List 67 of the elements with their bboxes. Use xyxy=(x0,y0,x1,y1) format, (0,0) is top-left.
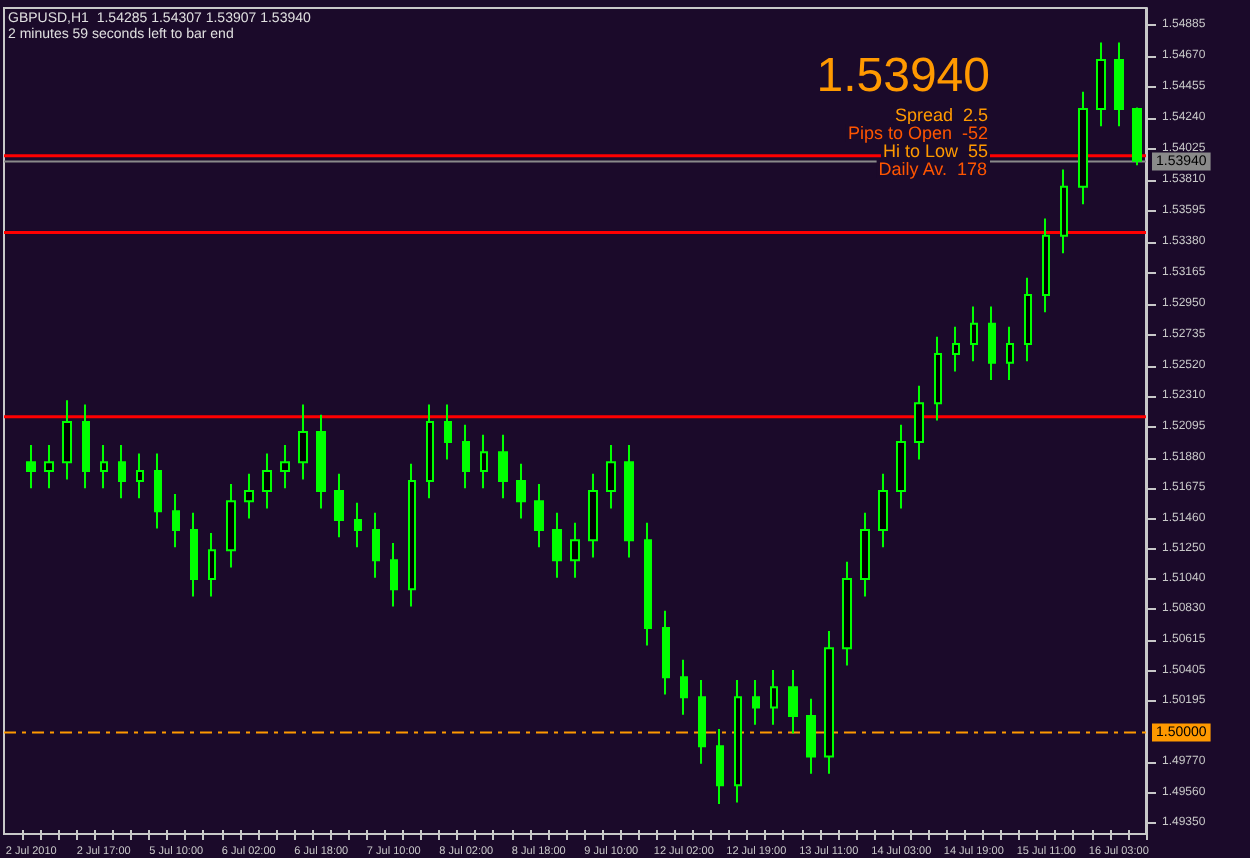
candlestick xyxy=(498,433,508,500)
candlestick xyxy=(190,511,198,598)
candlestick xyxy=(82,403,90,490)
candlestick xyxy=(226,482,236,569)
candlestick xyxy=(552,511,562,579)
candlestick xyxy=(280,443,290,490)
candlestick xyxy=(208,531,216,598)
annotation: Daily Av. 178 xyxy=(878,159,988,179)
candlestick xyxy=(426,403,434,500)
candlestick xyxy=(100,443,108,490)
candlestick xyxy=(624,443,634,559)
candlestick xyxy=(716,728,724,806)
candlestick xyxy=(62,399,72,481)
candlestick xyxy=(118,443,126,500)
candlestick xyxy=(734,679,742,804)
candlestick xyxy=(770,668,778,726)
candlestick xyxy=(1024,276,1032,363)
candlestick xyxy=(970,305,978,363)
candlestick xyxy=(298,403,308,481)
annotation: Hi to Low 55 xyxy=(882,141,989,161)
candlestick xyxy=(154,452,162,530)
candlestick xyxy=(842,560,852,667)
candlestick xyxy=(136,452,144,500)
candlestick xyxy=(1132,106,1142,167)
candlestick xyxy=(44,443,54,490)
candlestick xyxy=(588,472,598,559)
candlestick xyxy=(172,492,180,549)
candlestick xyxy=(788,668,798,735)
candlestick xyxy=(662,609,670,696)
annotation: Pips to Open -52 xyxy=(847,123,989,143)
candlestick xyxy=(1078,90,1088,206)
candlestick xyxy=(316,413,326,510)
candlestick xyxy=(860,511,870,598)
candlestick xyxy=(516,462,526,520)
candlestick xyxy=(680,658,688,716)
candlestick xyxy=(480,433,488,490)
candlestick xyxy=(334,472,344,539)
candlestick xyxy=(988,305,996,382)
candlestick xyxy=(1006,325,1014,382)
candlestick xyxy=(644,521,652,647)
annotation: 1.53940 xyxy=(816,49,991,103)
candlestick xyxy=(934,335,942,422)
annotation: Spread 2.5 xyxy=(894,105,989,125)
candlestick xyxy=(824,629,834,775)
candlestick xyxy=(372,511,380,579)
candlestick xyxy=(606,443,616,510)
candlestick xyxy=(390,542,398,608)
candlestick xyxy=(1060,168,1068,255)
candlestick xyxy=(570,521,580,579)
candlestick xyxy=(408,462,416,608)
candlestick xyxy=(806,697,816,775)
candlestick xyxy=(914,384,924,461)
candlestick xyxy=(1042,217,1050,314)
candlestick xyxy=(462,423,470,490)
candlestick xyxy=(444,403,452,461)
candlestick xyxy=(26,443,36,490)
candlestick xyxy=(534,482,544,549)
candlestick xyxy=(262,452,272,510)
candlestick xyxy=(1114,41,1124,128)
candlestick xyxy=(1096,41,1106,128)
candlestick xyxy=(244,472,254,520)
candlestick xyxy=(896,423,906,510)
candlestick xyxy=(698,679,706,765)
candlestick xyxy=(354,501,362,549)
candlestick xyxy=(878,472,888,549)
candlestick xyxy=(752,679,760,726)
candlestick xyxy=(952,325,960,373)
